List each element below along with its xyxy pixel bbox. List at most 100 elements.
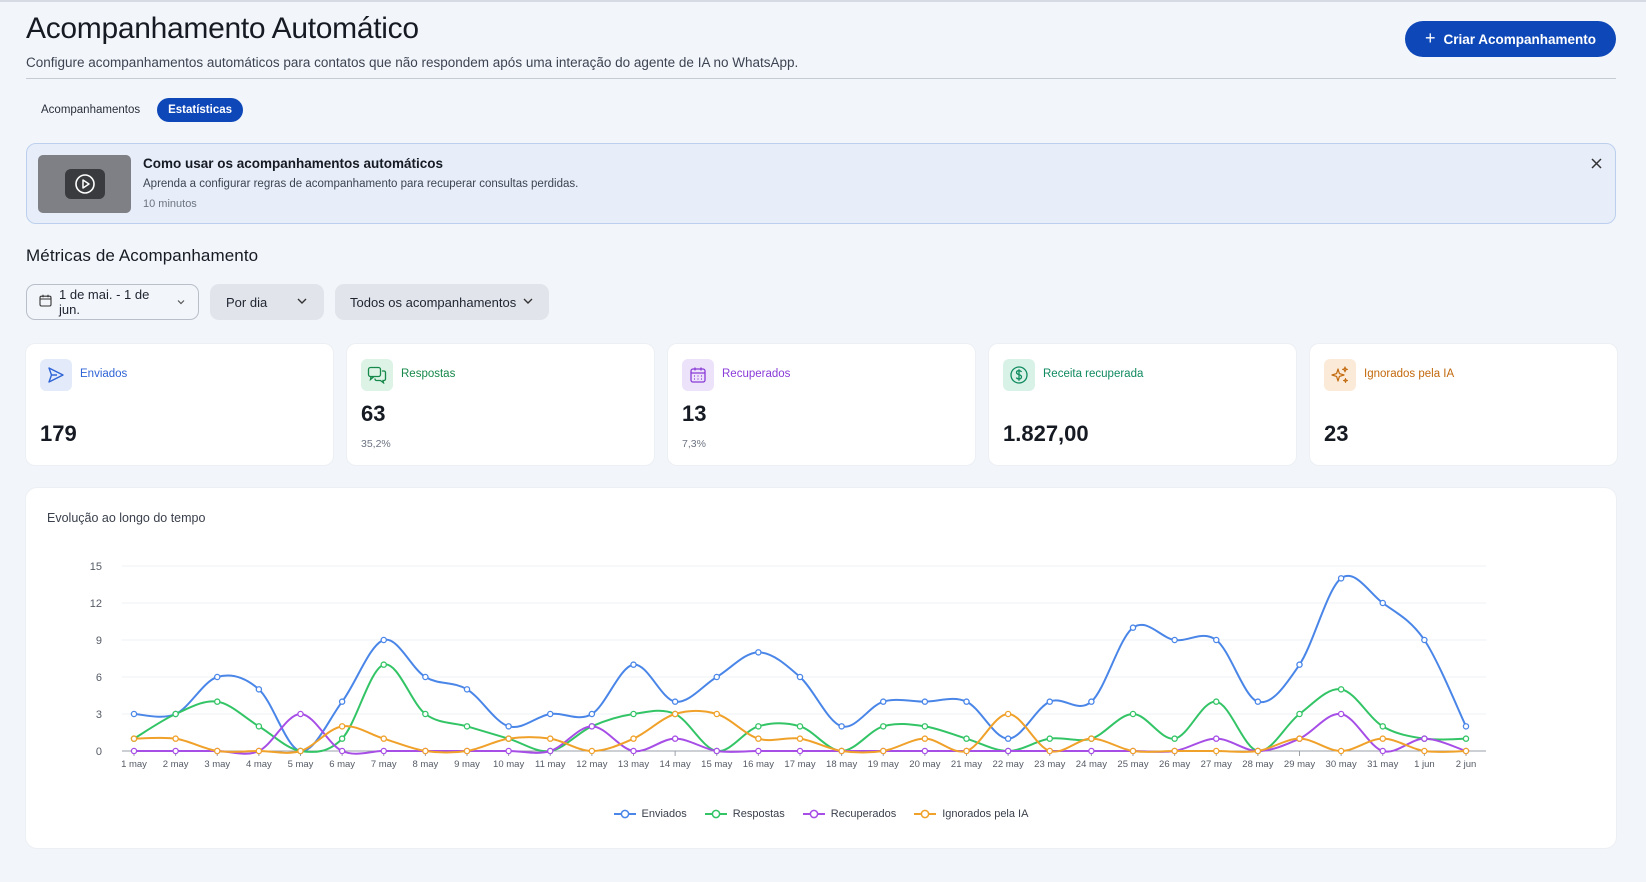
x-tick-label: 13 may xyxy=(618,759,649,770)
x-tick-label: 8 may xyxy=(412,759,438,770)
legend-label: Recuperados xyxy=(830,808,897,820)
date-range-picker[interactable]: 1 de mai. - 1 de jun. xyxy=(26,284,199,320)
legend-marker xyxy=(914,809,937,819)
data-point xyxy=(338,723,346,730)
data-point xyxy=(1337,747,1345,755)
data-point xyxy=(380,636,387,644)
x-tick-label: 15 may xyxy=(701,759,732,770)
data-point xyxy=(588,710,596,718)
data-point xyxy=(1379,723,1387,730)
metric-value: 63 xyxy=(361,401,386,426)
plus-icon: + xyxy=(1424,28,1436,48)
data-point xyxy=(1254,747,1262,755)
tab-bar: Acompanhamentos Estatísticas xyxy=(30,98,244,122)
data-point xyxy=(1213,735,1220,742)
data-point xyxy=(1462,723,1470,730)
data-point xyxy=(547,747,554,755)
tutorial-banner: Como usar os acompanhamentos automáticos… xyxy=(26,143,1616,224)
data-point xyxy=(1004,747,1012,755)
data-point xyxy=(755,649,762,656)
data-point xyxy=(255,747,263,755)
x-tick-label: 30 may xyxy=(1326,759,1357,770)
create-follow-up-button[interactable]: + Criar Acompanhamento xyxy=(1405,21,1616,57)
x-tick-label: 24 may xyxy=(1076,759,1107,770)
metric-label: Respostas xyxy=(401,368,456,380)
x-tick-label: 21 may xyxy=(951,759,982,770)
tab-acompanhamentos[interactable]: Acompanhamentos xyxy=(41,104,141,116)
x-tick-label: 17 may xyxy=(784,759,815,770)
data-point xyxy=(588,723,596,730)
metric-value: 179 xyxy=(40,421,77,446)
data-point xyxy=(1129,710,1137,718)
x-tick-label: 7 may xyxy=(371,759,397,770)
data-point xyxy=(1213,747,1220,755)
data-point xyxy=(755,723,762,730)
data-point xyxy=(1379,735,1387,742)
data-point xyxy=(921,723,929,730)
data-point xyxy=(1462,747,1470,755)
data-point xyxy=(671,698,679,705)
data-point xyxy=(1213,698,1220,705)
legend-label: Ignorados pela IA xyxy=(942,808,1029,820)
data-point xyxy=(755,747,762,755)
metric-cards: Enviados 179 Respostas 63 35,2% Recupera… xyxy=(26,344,1617,465)
data-point xyxy=(1379,599,1387,607)
metric-card-ignorados: Ignorados pela IA 23 xyxy=(1310,344,1617,465)
data-point xyxy=(255,686,263,693)
metric-label: Ignorados pela IA xyxy=(1364,368,1455,380)
legend-item[interactable]: Enviados xyxy=(613,808,687,820)
banner-duration: 10 minutos xyxy=(143,198,197,210)
data-point xyxy=(380,735,387,742)
data-point xyxy=(921,735,929,742)
metric-card-recuperados: Recuperados 13 7,3% xyxy=(668,344,975,465)
data-point xyxy=(505,747,512,755)
x-tick-label: 31 may xyxy=(1367,759,1398,770)
y-tick-label: 9 xyxy=(96,635,102,647)
data-point xyxy=(838,723,845,730)
video-thumbnail[interactable] xyxy=(38,155,131,213)
x-tick-label: 2 jun xyxy=(1456,759,1477,770)
data-point xyxy=(671,735,679,742)
data-point xyxy=(796,735,804,742)
data-point xyxy=(796,673,804,681)
data-point xyxy=(796,723,804,730)
data-point xyxy=(505,735,512,742)
x-tick-label: 2 may xyxy=(163,759,189,770)
page-subtitle: Configure acompanhamentos automáticos pa… xyxy=(26,55,799,70)
data-point xyxy=(1171,735,1178,742)
data-point xyxy=(172,710,179,718)
metric-label: Recuperados xyxy=(722,368,791,380)
metric-value: 23 xyxy=(1324,421,1349,446)
data-point xyxy=(463,747,471,755)
data-point xyxy=(1337,686,1345,693)
x-tick-label: 4 may xyxy=(246,759,272,770)
data-point xyxy=(880,723,887,730)
page-title: Acompanhamento Automático xyxy=(26,12,419,45)
close-icon[interactable] xyxy=(1587,154,1605,172)
data-point xyxy=(1171,747,1178,755)
legend-item[interactable]: Respostas xyxy=(704,808,785,820)
metric-percentage: 7,3% xyxy=(682,438,706,450)
data-point xyxy=(1296,710,1303,718)
data-point xyxy=(1421,747,1428,755)
legend-item[interactable]: Recuperados xyxy=(802,808,897,820)
data-point xyxy=(1421,636,1428,644)
period-select[interactable]: Por dia xyxy=(210,284,324,320)
legend-marker xyxy=(704,809,727,819)
data-point xyxy=(130,747,138,755)
x-tick-label: 5 may xyxy=(288,759,314,770)
data-point xyxy=(1088,735,1095,742)
data-point xyxy=(713,747,721,755)
data-point xyxy=(213,673,221,681)
x-tick-label: 9 may xyxy=(454,759,480,770)
data-point xyxy=(1254,698,1262,705)
data-point xyxy=(338,735,346,742)
chevron-down-icon xyxy=(176,295,186,310)
follow-up-select[interactable]: Todos os acompanhamentos xyxy=(335,284,549,320)
legend-marker xyxy=(613,809,636,819)
tab-estatisticas[interactable]: Estatísticas xyxy=(157,98,244,122)
y-tick-label: 6 xyxy=(96,672,102,684)
legend-item[interactable]: Ignorados pela IA xyxy=(914,808,1028,820)
metric-percentage: 35,2% xyxy=(361,438,391,450)
x-tick-label: 29 may xyxy=(1284,759,1315,770)
